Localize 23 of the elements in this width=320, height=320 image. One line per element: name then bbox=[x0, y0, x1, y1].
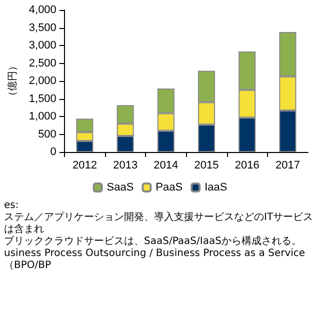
x-tick-label: 2012 bbox=[72, 160, 97, 172]
legend-label: SaaS bbox=[106, 182, 134, 194]
y-tick-label: 1,500 bbox=[28, 92, 56, 105]
y-tick-label: 2,000 bbox=[28, 75, 56, 87]
y-tick-label: 0 bbox=[50, 146, 56, 158]
x-tick-label: 2013 bbox=[113, 160, 138, 172]
legend-label: PaaS bbox=[156, 182, 183, 194]
text: ステム／アプリケーション開発、導入支援サービスなどのITサービスは含まれ bbox=[4, 212, 314, 236]
y-tick-label: 2,500 bbox=[28, 57, 56, 70]
y-axis-title: （億円） bbox=[6, 61, 18, 101]
x-tick-label: 2016 bbox=[234, 160, 260, 172]
y-tick-label: 3,000 bbox=[28, 40, 56, 52]
text: ブリッククラウドサービスは、SaaS/PaaS/IaaSから構成される。 bbox=[4, 236, 302, 248]
y-tick-label: 500 bbox=[38, 128, 56, 140]
y-tick-label: 1,000 bbox=[28, 110, 56, 122]
y-tick-label: 3,500 bbox=[28, 22, 56, 34]
text: usiness Process Outsourcing / Business Process as a Service（BPO/BP bbox=[4, 248, 306, 272]
y-tick-label: 4,000 bbox=[28, 4, 56, 16]
x-tick-label: 2015 bbox=[194, 160, 219, 172]
legend-label: IaaS bbox=[204, 182, 228, 194]
text: es: bbox=[4, 200, 20, 212]
x-tick-label: 2017 bbox=[275, 160, 300, 172]
x-tick-label: 2014 bbox=[154, 160, 178, 172]
